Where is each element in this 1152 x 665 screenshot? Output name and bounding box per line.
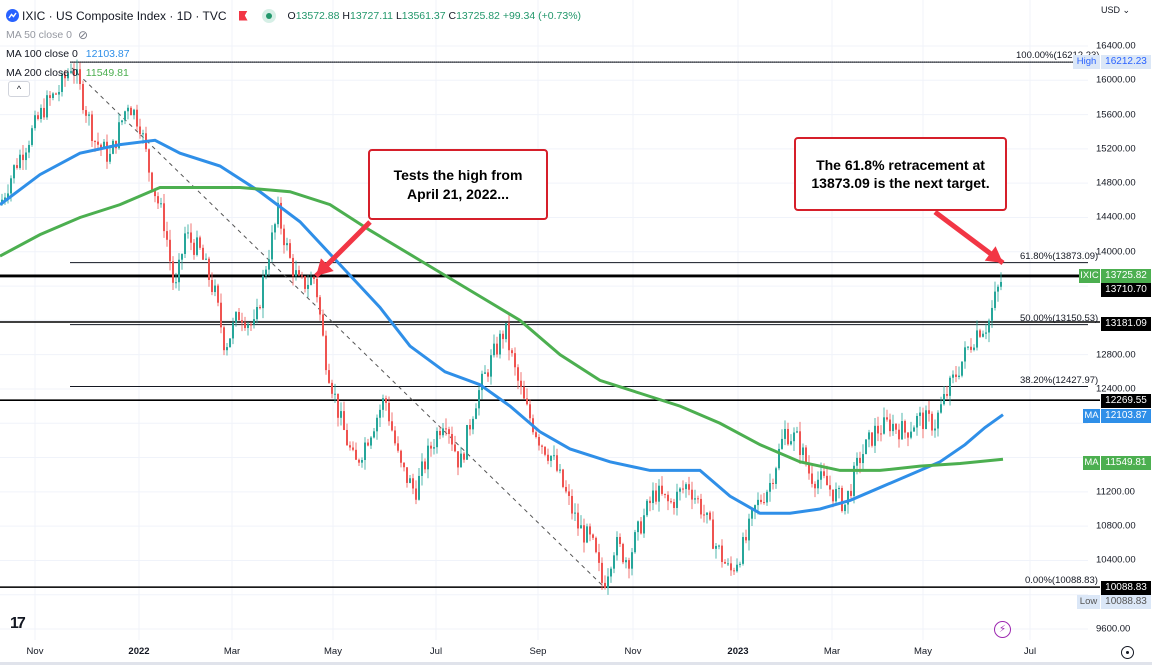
ma200-line [0,185,1004,472]
tradingview-logo[interactable]: 17 [10,615,26,632]
ixic-tag-label: IXIC [1079,269,1100,283]
time-tick: May [914,646,932,657]
price-tick: 9600.00 [1096,623,1131,635]
last-price-tag: 13725.82 [1101,269,1151,283]
annotation-callout-april-high[interactable]: Tests the high from April 21, 2022... [368,149,548,220]
high-price-tag: 16212.23 [1101,55,1151,69]
time-tick: Sep [529,646,547,657]
annotation-callout-fib-target[interactable]: The 61.8% retracement at 13873.09 is the… [794,137,1007,211]
price-change: +99.34 (+0.73%) [502,9,582,22]
fib-level-label: 0.00%(10088.83) [1025,575,1098,587]
currency-selector[interactable]: USD ⌄ [1100,5,1130,15]
symbol-logo-icon [6,9,19,22]
level-tag-10088: 10088.83 [1101,581,1151,595]
arrow-to-fib-target-head [984,246,1003,263]
collapse-legend-button[interactable]: ^ [8,81,30,97]
ma100-tag-label: MA [1083,409,1100,423]
symbol-title[interactable]: IXIC · US Composite Index · 1D · TVC [22,8,227,23]
symbol-row: IXIC · US Composite Index · 1D · TVC O13… [6,6,581,25]
price-tick: 16000.00 [1096,74,1136,86]
ma200-tag-label: MA [1083,456,1100,470]
time-tick: Nov [26,646,44,657]
lightning-icon[interactable]: ⚡ [994,621,1011,638]
price-tick: 12800.00 [1096,349,1136,361]
price-tick: 15200.00 [1096,143,1136,155]
low-tag-label: Low [1077,595,1100,609]
indicator-ma200[interactable]: MA 200 close 0 11549.81 [6,66,129,79]
price-tick: 10400.00 [1096,554,1136,566]
high-tag-label: High [1073,55,1100,69]
indicator-ma50[interactable]: MA 50 close 0 ⊘ [6,27,89,42]
arrow-to-april-high-head [316,258,334,276]
price-tick: 14800.00 [1096,177,1136,189]
flag-icon[interactable] [238,10,248,21]
fib-level-label: 38.20%(12427.97) [1020,374,1099,386]
eye-off-icon[interactable]: ⊘ [77,27,89,42]
indicator-ma100[interactable]: MA 100 close 0 12103.87 [6,47,130,60]
level-tag-12269: 12269.55 [1101,394,1151,408]
low-price-tag: 10088.83 [1101,595,1151,609]
price-tick: 15600.00 [1096,109,1136,121]
time-tick: Jul [1023,646,1037,657]
price-tick: 14400.00 [1096,211,1136,223]
trendline-dashed [71,67,604,587]
time-tick: May [324,646,342,657]
chart-legend: IXIC · US Composite Index · 1D · TVC O13… [6,6,581,82]
time-tick: 2023 [727,646,749,657]
time-tick: Mar [823,646,841,657]
price-tick: 10800.00 [1096,520,1136,532]
settings-icon[interactable] [1121,646,1134,659]
time-tick: 2022 [128,646,150,657]
price-tick: 12400.00 [1096,383,1136,395]
price-tick: 14000.00 [1096,246,1136,258]
price-tick: 16400.00 [1096,40,1136,52]
ma100-price-tag: 12103.87 [1101,409,1151,423]
time-tick: Jul [429,646,443,657]
fib-level-label: 50.00%(13150.53) [1020,312,1099,324]
candles [1,59,1002,595]
ohlc-values: O13572.88 H13727.11 L13561.37 C13725.82 … [287,9,582,22]
time-tick: Mar [223,646,241,657]
fib-level-label: 100.00%(16212.23) [1016,50,1100,62]
bottom-border [0,662,1152,665]
level-tag-13710: 13710.70 [1101,283,1151,297]
price-tick: 11200.00 [1096,486,1135,498]
level-tag-13181: 13181.09 [1101,317,1151,331]
ma200-price-tag: 11549.81 [1101,456,1151,470]
market-status-icon [261,8,276,23]
ma100-line [0,138,1004,515]
fib-level-label: 61.80%(13873.09) [1020,250,1099,262]
time-tick: Nov [624,646,642,657]
